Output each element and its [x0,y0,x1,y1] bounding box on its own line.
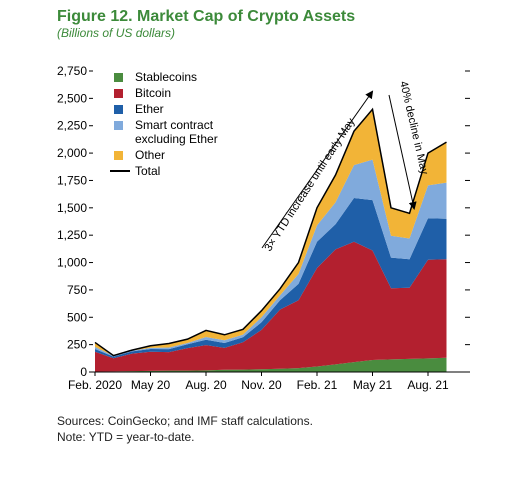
legend-label: Bitcoin [135,86,171,100]
chart-title: Figure 12. Market Cap of Crypto Assets [57,8,355,25]
y-tick-label: 2,750 [57,64,87,78]
note: Note: YTD = year-to-date. [57,430,195,444]
legend-label: Other [135,148,165,162]
x-tick-label: Aug. 21 [407,378,449,392]
legend-swatch [114,89,123,98]
area [95,241,447,372]
legend-label: Smart contract excluding Ether [135,118,218,146]
y-tick-label: 500 [67,310,87,324]
y-tick-label: 1,000 [57,256,87,270]
legend-label: Stablecoins [135,70,197,84]
area [95,197,447,359]
x-tick-label: May 21 [353,378,393,392]
y-tick-label: 1,750 [57,173,87,187]
legend-swatch [114,121,123,130]
y-tick-label: 750 [67,283,87,297]
arrow [261,90,374,249]
y-tick-label: 1,250 [57,228,87,242]
y-tick-label: 250 [67,338,87,352]
sources: Sources: CoinGecko; and IMF staff calcul… [57,414,313,428]
arrow [388,94,417,210]
x-tick-label: Nov. 20 [241,378,282,392]
y-tick-label: 2,000 [57,146,87,160]
legend-label: Ether [135,102,164,116]
y-tick-label: 0 [80,365,87,379]
legend-swatch [114,151,123,160]
y-tick-label: 2,250 [57,119,87,133]
y-tick-label: 2,500 [57,91,87,105]
area [95,357,447,372]
chart-subtitle: (Billions of US dollars) [57,26,175,40]
x-tick-label: Feb. 21 [297,378,338,392]
annotation: 40% decline in May [397,80,430,176]
x-tick-label: Feb. 2020 [68,378,122,392]
x-tick-label: May 20 [131,378,171,392]
total-line [94,107,447,357]
legend-swatch [114,73,123,82]
x-tick-label: Aug. 20 [185,378,227,392]
legend-label: Total [135,164,160,178]
legend-swatch [114,105,123,114]
y-tick-label: 1,500 [57,201,87,215]
